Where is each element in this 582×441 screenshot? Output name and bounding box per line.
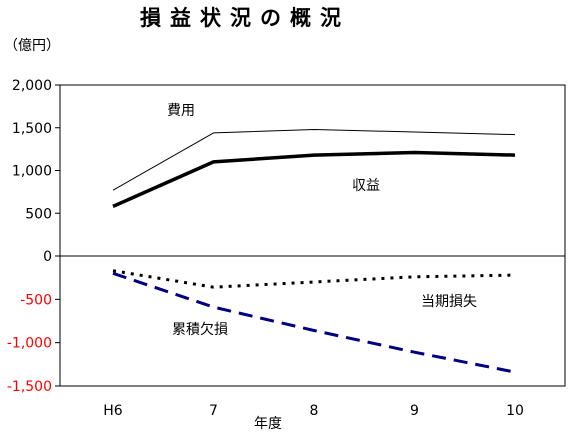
series-line-1 (112, 150, 516, 209)
x-tick-label: 10 (506, 403, 524, 419)
y-axis-unit-label: （億円） (4, 38, 60, 54)
series-label: 収益 (352, 178, 380, 194)
series-label: 当期損失 (421, 294, 477, 310)
series-label: 累積欠損 (172, 322, 228, 338)
x-tick-label: H6 (103, 403, 123, 419)
y-tick-label: 500 (25, 206, 52, 222)
series-line-3 (112, 271, 516, 374)
lower-plot-frame (59, 255, 566, 387)
chart-title: 損益状況の概況 (140, 6, 350, 30)
y-tick-label: -1,500 (7, 379, 52, 395)
y-tick-label: -500 (20, 292, 52, 308)
x-tick-label: 9 (410, 403, 419, 419)
y-tick-label: 1,000 (12, 164, 52, 180)
y-tick-label: 0 (43, 249, 52, 265)
y-tick-label: 1,500 (12, 121, 52, 137)
x-tick-label: 8 (310, 403, 319, 419)
x-tick-label: 7 (209, 403, 218, 419)
upper-plot-frame (59, 84, 566, 257)
y-tick-label: -1,000 (7, 336, 52, 352)
series-line-0 (112, 129, 516, 191)
x-axis-title: 年度 (254, 416, 282, 432)
series-line-2 (112, 269, 516, 289)
series-label: 費用 (167, 103, 195, 119)
y-tick-label: 2,000 (12, 78, 52, 94)
